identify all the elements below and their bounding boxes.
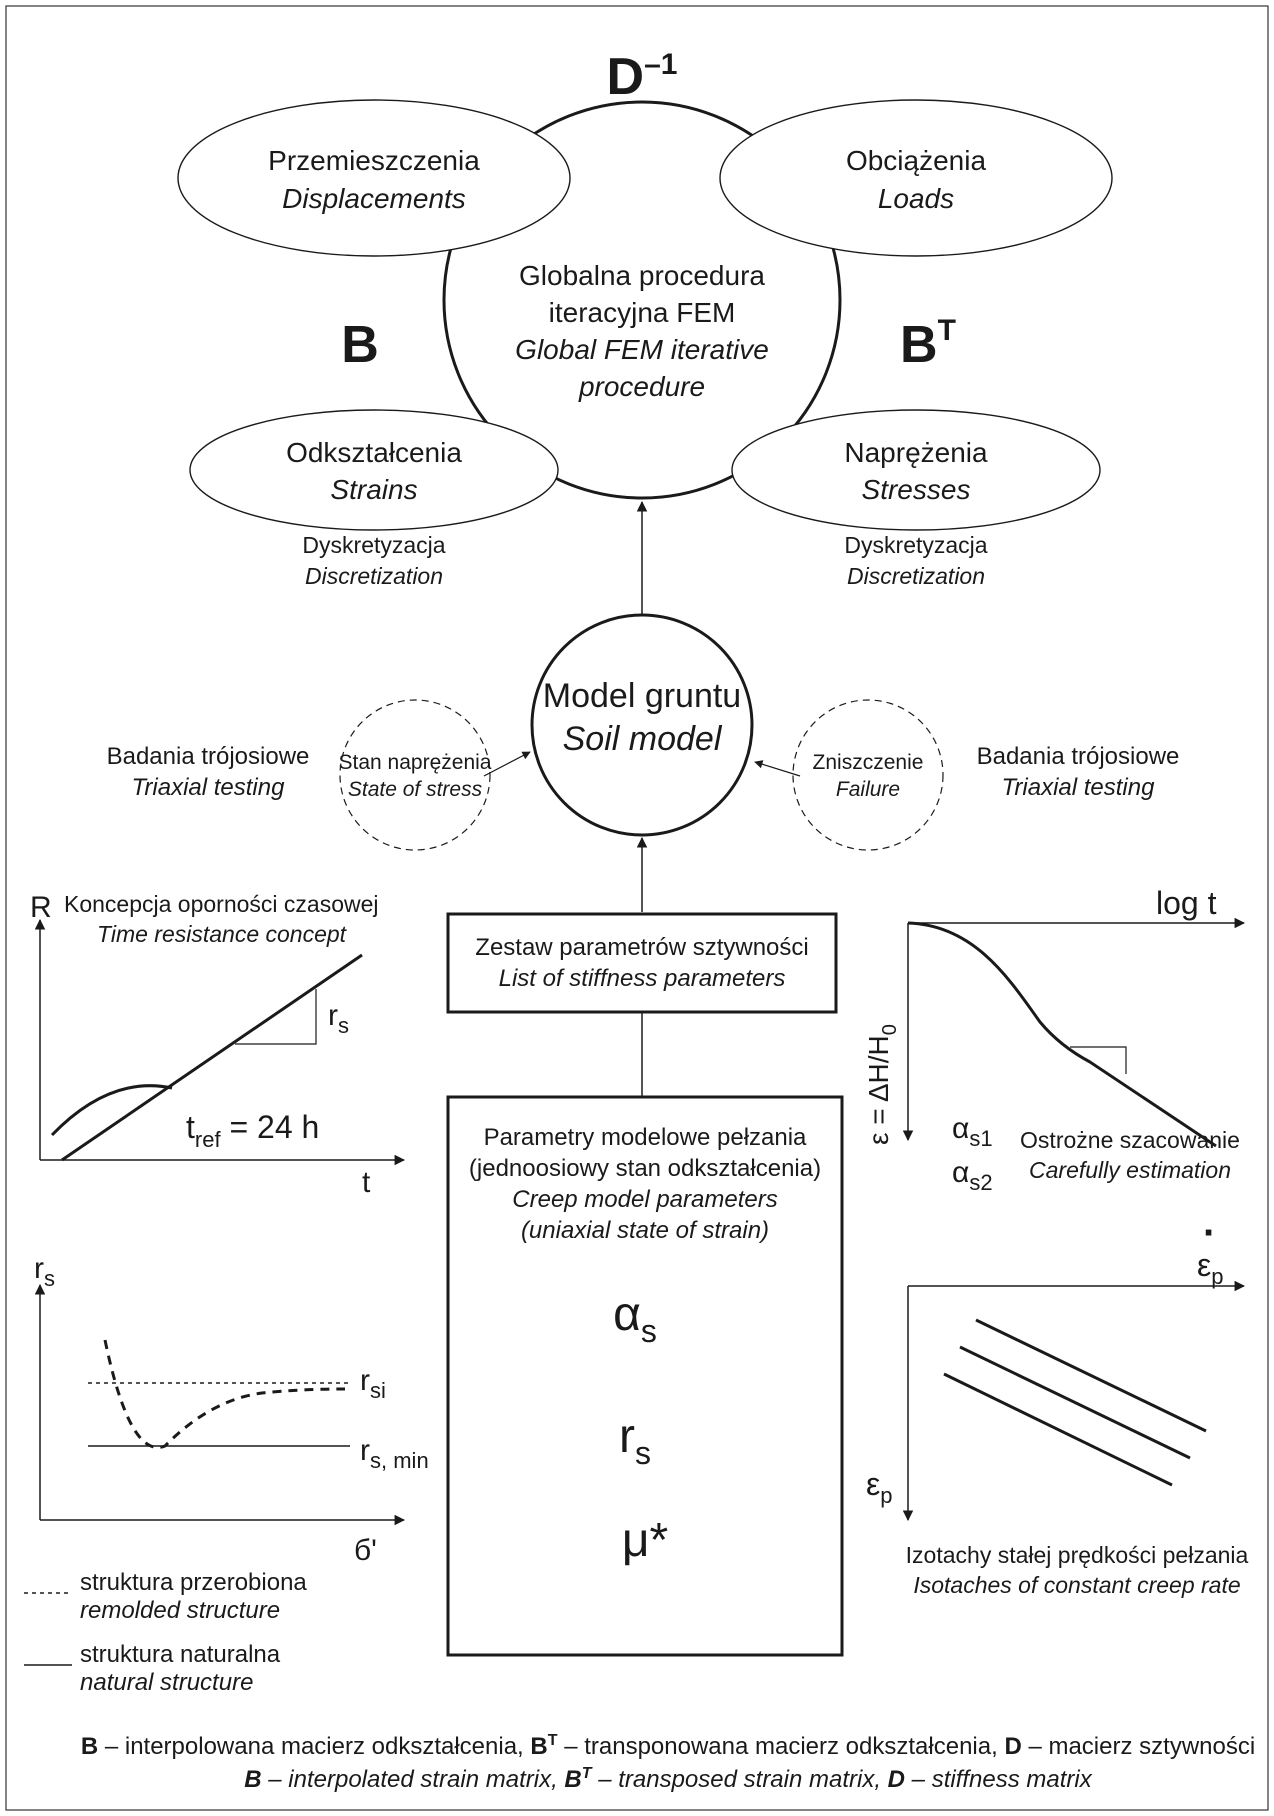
triaxial-left-pl: Badania trójosiowe bbox=[107, 743, 310, 770]
tr-x-label: t bbox=[362, 1166, 371, 1199]
tr-line bbox=[61, 953, 363, 1162]
log-curve bbox=[907, 921, 1217, 1148]
triaxial-right-pl: Badania trójosiowe bbox=[977, 743, 1180, 770]
strains-ellipse: Odkształcenia Strains bbox=[189, 409, 559, 531]
state-of-stress-circle bbox=[339, 699, 491, 851]
isotache-line-2 bbox=[959, 1345, 1191, 1460]
tr-tref-label: tref = 24 h bbox=[186, 1109, 319, 1152]
discretization-right-pl: Dyskretyzacja bbox=[844, 532, 987, 558]
rs-remolded-curve bbox=[103, 1339, 346, 1449]
iso-caption-pl: Izotachy stałej prędkości pełzania bbox=[906, 1542, 1249, 1568]
stiffness-en: List of stiffness parameters bbox=[499, 965, 786, 992]
legend-remolded-pl: struktura przerobiona bbox=[80, 1569, 307, 1596]
param-r-s: rs bbox=[619, 1410, 651, 1471]
isotaches-chart: εp · εp Izotachy stałej prędkości pełzan… bbox=[866, 1211, 1249, 1598]
isotache-line-1 bbox=[975, 1318, 1207, 1433]
creep-pl2: (jednoosiowy stan odkształcenia) bbox=[469, 1155, 821, 1182]
global-procedure-circle bbox=[442, 100, 842, 500]
rs-x-label: б' bbox=[354, 1534, 377, 1567]
tr-y-label: R bbox=[30, 891, 52, 924]
tr-title-pl: Koncepcja oporności czasowej bbox=[64, 891, 379, 917]
loads-en: Loads bbox=[878, 183, 954, 214]
strains-en: Strains bbox=[330, 474, 417, 505]
state-of-stress-en: State of stress bbox=[348, 778, 483, 801]
global-procedure-pl1: Globalna procedura bbox=[519, 260, 765, 291]
log-slope-triangle bbox=[1070, 1046, 1127, 1074]
displacements-en: Displacements bbox=[282, 183, 466, 214]
tr-title-en: Time resistance concept bbox=[97, 921, 348, 947]
param-alpha-s: αs bbox=[613, 1288, 657, 1349]
time-resistance-chart: R Koncepcja oporności czasowej Time resi… bbox=[30, 891, 406, 1199]
creep-pl1: Parametry modelowe pełzania bbox=[484, 1124, 807, 1151]
discretization-left-pl: Dyskretyzacja bbox=[302, 532, 445, 558]
displacements-pl: Przemieszczenia bbox=[268, 145, 480, 176]
creep-en2: (uniaxial state of strain) bbox=[521, 1217, 769, 1244]
iso-strain-label: εp bbox=[866, 1466, 893, 1508]
loads-pl: Obciążenia bbox=[846, 145, 987, 176]
creep-en1: Creep model parameters bbox=[512, 1186, 777, 1213]
bt-matrix-label: BT bbox=[900, 314, 956, 374]
soil-model-en: Soil model bbox=[563, 720, 723, 758]
legend-natural-en: natural structure bbox=[80, 1669, 253, 1696]
arrow-stress-to-soil bbox=[483, 751, 531, 777]
legend-remolded-en: remolded structure bbox=[80, 1597, 280, 1624]
rs-min-label: rs, min bbox=[360, 1434, 429, 1473]
tr-slope-triangle bbox=[235, 989, 317, 1045]
legend: struktura przerobiona remolded structure… bbox=[24, 1569, 307, 1696]
stresses-en: Stresses bbox=[862, 474, 971, 505]
log-x-label: log t bbox=[1156, 885, 1217, 921]
stiffness-pl: Zestaw parametrów sztywności bbox=[475, 934, 808, 961]
rs-chart: rs б' rsi rs, min bbox=[34, 1252, 429, 1567]
strains-pl: Odkształcenia bbox=[286, 437, 462, 468]
discretization-left-en: Discretization bbox=[305, 563, 443, 589]
iso-strain-rate-label: εp bbox=[1197, 1247, 1224, 1289]
global-procedure-en2: procedure bbox=[578, 371, 705, 402]
legend-natural-pl: struktura naturalna bbox=[80, 1641, 281, 1668]
failure-en: Failure bbox=[836, 778, 900, 801]
tr-slope-label: rs bbox=[328, 999, 349, 1038]
loads-ellipse: Obciążenia Loads bbox=[719, 99, 1113, 257]
creep-box bbox=[446, 1095, 844, 1657]
iso-caption-en: Isotaches of constant creep rate bbox=[913, 1572, 1240, 1598]
arrow-failure-to-soil bbox=[754, 760, 801, 777]
d-inverse-label: D–1 bbox=[607, 48, 678, 106]
displacements-ellipse: Przemieszczenia Displacements bbox=[177, 99, 571, 257]
b-matrix-label: B bbox=[341, 316, 379, 374]
footer-en: B – interpolated strain matrix, BT – tra… bbox=[244, 1765, 1092, 1793]
tr-curve bbox=[50, 1084, 173, 1137]
state-of-stress-pl: Stan naprężenia bbox=[339, 751, 492, 774]
stiffness-box bbox=[446, 912, 838, 1014]
global-procedure-en1: Global FEM iterative bbox=[515, 334, 769, 365]
triaxial-left-en: Triaxial testing bbox=[132, 774, 286, 801]
soil-model-circle bbox=[530, 613, 754, 837]
failure-pl: Zniszczenie bbox=[813, 751, 924, 774]
rs-si-label: rsi bbox=[360, 1364, 386, 1403]
isotache-line-3 bbox=[943, 1372, 1173, 1487]
log-y-label: ε = ΔH/H0 bbox=[863, 1024, 901, 1145]
stresses-pl: Naprężenia bbox=[844, 437, 988, 468]
param-mu-star: μ* bbox=[622, 1514, 668, 1567]
log-alpha-s2: αs2 bbox=[952, 1156, 993, 1195]
log-alpha-s1: αs1 bbox=[952, 1112, 993, 1151]
iso-strain-rate-dot: · bbox=[1203, 1211, 1216, 1255]
failure-circle bbox=[792, 699, 944, 851]
log-estimation-pl: Ostrożne szacowanie bbox=[1020, 1127, 1240, 1153]
soil-model-pl: Model gruntu bbox=[543, 677, 741, 715]
footer-pl: B – interpolowana macierz odkształcenia,… bbox=[81, 1732, 1255, 1760]
triaxial-right-en: Triaxial testing bbox=[1002, 774, 1156, 801]
log-estimation-en: Carefully estimation bbox=[1029, 1157, 1231, 1183]
global-procedure-pl2: iteracyjna FEM bbox=[549, 297, 736, 328]
log-t-chart: log t ε = ΔH/H0 αs1 αs2 Ostrożne szacowa… bbox=[863, 885, 1246, 1195]
outer-frame bbox=[5, 5, 1269, 1811]
stresses-ellipse: Naprężenia Stresses bbox=[731, 409, 1101, 531]
discretization-right-en: Discretization bbox=[847, 563, 985, 589]
rs-y-label: rs bbox=[34, 1252, 55, 1291]
